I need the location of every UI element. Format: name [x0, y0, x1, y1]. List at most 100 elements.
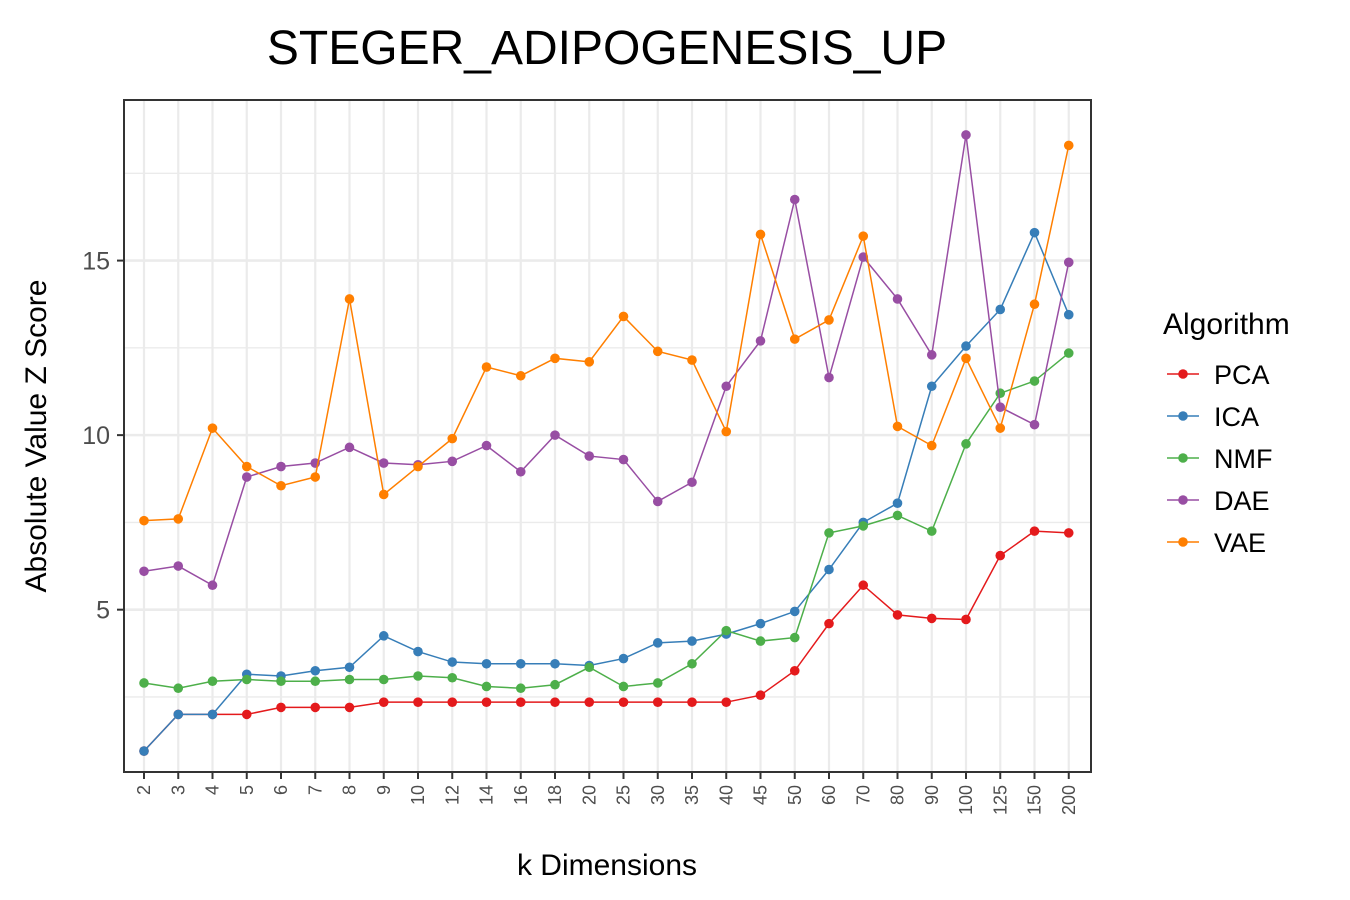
data-point-vae — [310, 472, 321, 482]
x-tick-label: 40 — [716, 785, 736, 805]
data-point-vae — [344, 294, 355, 304]
x-tick-label: 3 — [168, 785, 188, 795]
x-tick-label: 6 — [271, 785, 291, 795]
data-point-pca — [618, 697, 629, 707]
series-line-pca — [143, 530, 1069, 752]
data-point-ica — [344, 662, 355, 673]
data-point-pca — [789, 665, 800, 676]
data-point-pca — [276, 702, 286, 713]
x-tick-label: 20 — [579, 785, 599, 805]
chart-title: STEGER_ADIPOGENESIS_UP — [267, 22, 947, 75]
data-point-dae — [207, 580, 218, 591]
data-point-ica — [824, 564, 834, 575]
legend: Algorithm PCA ICA NMF DAE VAE — [1163, 308, 1290, 558]
data-point-pca — [961, 614, 971, 625]
data-point-dae — [481, 440, 492, 451]
data-point-nmf — [824, 528, 834, 538]
data-point-nmf — [721, 625, 732, 636]
data-point-ica — [447, 657, 458, 667]
data-point-pca — [652, 697, 663, 707]
data-point-nmf — [207, 676, 218, 687]
data-point-pca — [1063, 528, 1074, 538]
data-point-vae — [550, 353, 560, 364]
data-point-pca — [755, 690, 766, 700]
data-point-dae — [721, 381, 732, 392]
data-point-dae — [1063, 257, 1074, 268]
data-point-vae — [481, 362, 492, 372]
data-point-vae — [995, 423, 1006, 433]
legend-marker-vae — [1178, 537, 1188, 547]
data-point-nmf — [481, 681, 492, 692]
data-point-dae — [652, 496, 663, 507]
data-point-pca — [378, 697, 389, 707]
series-line-vae — [143, 145, 1070, 522]
data-point-nmf — [652, 678, 663, 688]
data-point-ica — [926, 381, 937, 392]
y-tick-label: 15 — [82, 248, 110, 276]
data-point-dae — [687, 477, 697, 488]
data-point-dae — [926, 350, 937, 360]
data-point-vae — [618, 311, 629, 322]
x-tick-label: 7 — [305, 785, 325, 795]
data-point-ica — [173, 709, 184, 720]
data-point-nmf — [1063, 348, 1074, 358]
data-point-dae — [173, 561, 184, 571]
data-point-vae — [515, 370, 526, 381]
x-tick-label: 45 — [751, 785, 771, 805]
data-point-ica — [139, 746, 149, 756]
data-point-nmf — [618, 681, 629, 692]
data-point-vae — [173, 514, 184, 524]
data-point-pca — [858, 580, 869, 591]
data-point-vae — [378, 489, 389, 500]
data-point-dae — [515, 466, 526, 477]
x-tick-label: 50 — [785, 785, 805, 805]
x-tick-label: 150 — [1025, 785, 1045, 815]
data-point-ica — [310, 665, 321, 676]
series-line-nmf — [143, 352, 1070, 689]
x-tick-label: 8 — [340, 785, 360, 795]
x-axis-label: k Dimensions — [517, 849, 697, 882]
data-point-vae — [926, 440, 937, 451]
x-tick-label: 35 — [682, 785, 702, 805]
data-point-dae — [241, 472, 252, 482]
data-point-dae — [378, 458, 389, 468]
data-point-pca — [515, 697, 526, 707]
data-point-ica — [550, 658, 560, 669]
x-tick-label: 60 — [819, 785, 839, 805]
data-point-nmf — [413, 671, 423, 681]
data-point-vae — [584, 357, 595, 367]
data-point-dae — [995, 402, 1006, 413]
data-point-pca — [892, 610, 903, 620]
data-point-dae — [961, 130, 971, 140]
data-point-pca — [550, 697, 560, 707]
data-point-pca — [481, 697, 492, 707]
x-tick-label: 200 — [1059, 785, 1079, 815]
data-point-nmf — [1029, 376, 1040, 386]
data-point-ica — [618, 653, 629, 664]
data-point-nmf — [584, 662, 595, 673]
data-point-dae — [139, 566, 149, 577]
data-point-ica — [1029, 227, 1040, 238]
data-point-ica — [687, 636, 697, 646]
data-point-vae — [241, 461, 252, 472]
data-point-vae — [892, 421, 903, 432]
data-point-pca — [584, 697, 595, 707]
data-point-dae — [1029, 419, 1040, 430]
x-tick-label: 2 — [134, 785, 154, 795]
data-point-ica — [1063, 309, 1074, 320]
data-point-nmf — [310, 676, 321, 687]
legend-title: Algorithm — [1163, 308, 1290, 341]
data-point-pca — [995, 550, 1006, 561]
x-tick-label: 90 — [922, 785, 942, 805]
data-point-vae — [755, 229, 766, 240]
x-tick-label: 9 — [374, 785, 394, 795]
data-point-pca — [241, 709, 252, 720]
data-point-dae — [344, 442, 355, 453]
data-point-ica — [652, 638, 663, 648]
data-point-ica — [892, 498, 903, 509]
data-point-nmf — [378, 674, 389, 685]
data-point-nmf — [789, 632, 800, 643]
data-point-dae — [858, 252, 869, 262]
data-point-ica — [995, 304, 1006, 315]
